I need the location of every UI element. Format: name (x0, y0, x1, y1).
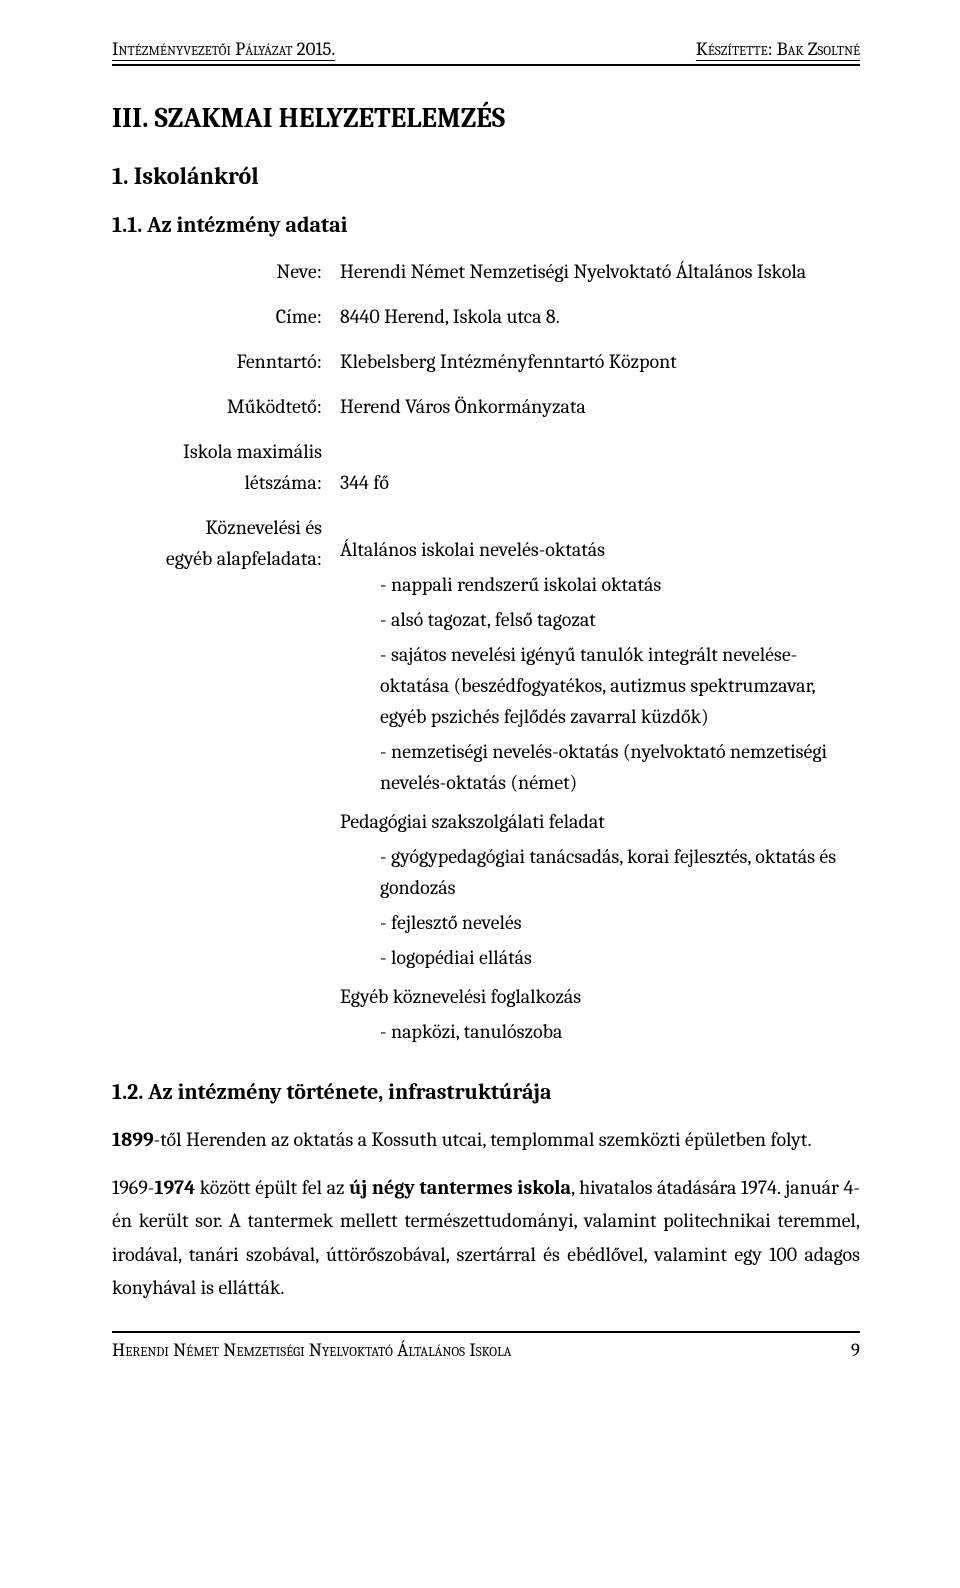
footer-page-number: 9 (851, 1339, 860, 1361)
label-tasks-l1: Köznevelési és (205, 516, 322, 539)
para1-rest: -től Herenden az oktatás a Kossuth utcai… (154, 1128, 812, 1151)
paragraph-2: 1969-1974 között épült fel az új négy ta… (112, 1171, 860, 1305)
task-item: - nemzetiségi nevelés-oktatás (nyelvokta… (380, 736, 860, 798)
subsubsection-heading-1: 1.1. Az intézmény adatai (112, 212, 860, 238)
value-operator: Herend Város Önkormányzata (340, 391, 860, 422)
label-address: Címe: (112, 301, 322, 332)
value-maintainer: Klebelsberg Intézményfenntartó Központ (340, 346, 860, 377)
paragraph-1: 1899-től Herenden az oktatás a Kossuth u… (112, 1123, 860, 1157)
para2-b: 1974 (154, 1176, 195, 1199)
task-item-line: - sajátos nevelési igényű tanulók integr… (380, 643, 797, 666)
label-capacity-l1: Iskola maximális (183, 440, 322, 463)
task-group-1-items: - nappali rendszerű iskolai oktatás - al… (380, 569, 860, 798)
label-capacity: Iskola maximális létszáma: (112, 436, 322, 498)
task-group-3-items: - napközi, tanulószoba (380, 1016, 860, 1047)
value-name: Herendi Német Nemzetiségi Nyelvoktató Ál… (340, 256, 860, 287)
label-name: Neve: (112, 256, 322, 287)
task-item-line: - gyógypedagógiai tanácsadás, korai fejl… (380, 845, 836, 868)
task-group-2: Pedagógiai szakszolgálati feladat (340, 806, 860, 837)
task-group-1: Általános iskolai nevelés-oktatás (340, 534, 860, 565)
task-item: - fejlesztő nevelés (380, 907, 860, 938)
task-group-2-items: - gyógypedagógiai tanácsadás, korai fejl… (380, 841, 860, 973)
footer-rule (112, 1331, 860, 1333)
subsection-heading: 1. Iskolánkról (112, 162, 860, 190)
task-item-line: nevelés-oktatás (német) (380, 771, 577, 794)
value-address: 8440 Herend, Iskola utca 8. (340, 301, 860, 332)
value-capacity: 344 fő (340, 436, 860, 498)
label-maintainer: Fenntartó: (112, 346, 322, 377)
task-item: - napközi, tanulószoba (380, 1016, 860, 1047)
task-item-line: egyéb pszichés fejlődés zavarral küzdők) (380, 705, 709, 728)
footer-left: Herendi Német Nemzetiségi Nyelvoktató Ál… (112, 1339, 511, 1361)
subsubsection-heading-2: 1.2. Az intézmény története, infrastrukt… (112, 1079, 860, 1105)
section-heading: III. SZAKMAI HELYZETELEMZÉS (112, 102, 860, 134)
value-tasks: Általános iskolai nevelés-oktatás - napp… (340, 512, 860, 1051)
task-item: - alsó tagozat, felső tagozat (380, 604, 860, 635)
page: Intézményvezetői Pályázat 2015. Készítet… (0, 0, 960, 1588)
label-tasks-l2: egyéb alapfeladata: (166, 547, 322, 570)
label-capacity-l2: létszáma: (245, 471, 322, 494)
para1-year: 1899 (112, 1128, 154, 1151)
task-item: - sajátos nevelési igényű tanulók integr… (380, 639, 860, 732)
header-left: Intézményvezetői Pályázat 2015. (112, 38, 335, 60)
header-rule (112, 64, 860, 66)
task-item: - gyógypedagógiai tanácsadás, korai fejl… (380, 841, 860, 903)
para2-d: új négy tantermes iskola (349, 1176, 571, 1199)
task-item-line: gondozás (380, 876, 456, 899)
task-item: - logopédiai ellátás (380, 942, 860, 973)
running-footer: Herendi Német Nemzetiségi Nyelvoktató Ál… (112, 1339, 860, 1361)
header-right: Készítette: Bak Zsoltné (696, 38, 860, 60)
para2-a: 1969- (112, 1176, 154, 1199)
value-capacity-text: 344 fő (340, 467, 389, 498)
task-item: - nappali rendszerű iskolai oktatás (380, 569, 860, 600)
running-header: Intézményvezetői Pályázat 2015. Készítet… (112, 38, 860, 60)
task-item-line: - nemzetiségi nevelés-oktatás (nyelvokta… (380, 740, 827, 763)
task-group-3: Egyéb köznevelési foglalkozás (340, 981, 860, 1012)
label-tasks: Köznevelési és egyéb alapfeladata: (112, 512, 322, 1051)
definition-list: Neve: Herendi Német Nemzetiségi Nyelvokt… (112, 256, 860, 1051)
label-operator: Működtető: (112, 391, 322, 422)
task-item-line: oktatása (beszédfogyatékos, autizmus spe… (380, 674, 816, 697)
para2-c: között épült fel az (195, 1176, 349, 1199)
